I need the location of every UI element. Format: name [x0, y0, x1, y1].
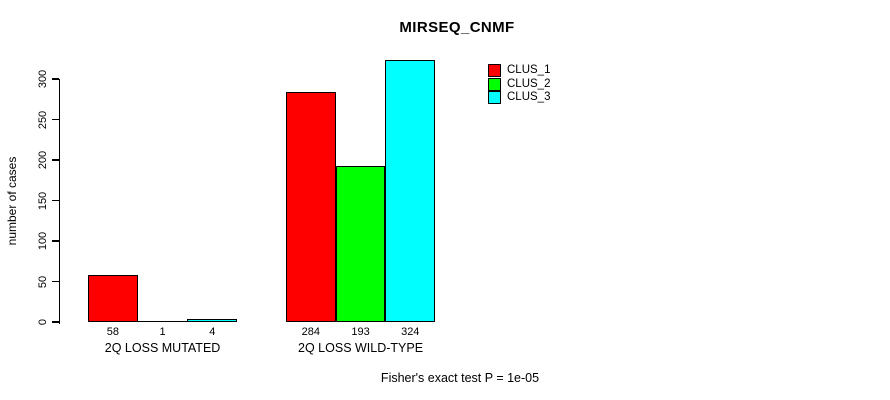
- x-category-label: 2Q LOSS WILD-TYPE: [298, 341, 424, 355]
- bar-value-label: 324: [401, 326, 420, 338]
- bar-clus_1: [88, 275, 138, 322]
- y-tick-label: 300: [37, 69, 49, 89]
- y-tick-label: 200: [37, 150, 49, 170]
- legend-label: CLUS_1: [507, 64, 551, 77]
- y-tick: [51, 321, 59, 323]
- bar-clus_2: [335, 165, 386, 322]
- legend-item: CLUS_2: [488, 77, 551, 91]
- bar-value-label: 58: [106, 326, 119, 338]
- y-tick: [51, 280, 59, 283]
- y-tick: [51, 159, 59, 161]
- legend-label: CLUS_2: [507, 77, 551, 90]
- y-tick-label: 0: [37, 318, 49, 326]
- x-category-label: 2Q LOSS MUTATED: [104, 341, 221, 355]
- legend-item: CLUS_3: [488, 90, 551, 104]
- y-tick: [51, 78, 59, 80]
- y-tick-label: 100: [37, 231, 49, 251]
- bar-clus_2: [137, 320, 188, 322]
- y-tick: [51, 240, 59, 242]
- y-tick-label: 50: [37, 275, 49, 288]
- y-tick: [51, 199, 59, 202]
- y-tick-label: 150: [37, 191, 49, 210]
- bar-clus_1: [286, 91, 336, 322]
- stat-annotation: Fisher's exact test P = 1e-05: [380, 371, 540, 385]
- bar-clus_3: [385, 59, 436, 322]
- legend-swatch-clus_3: [488, 90, 501, 104]
- bar-value-label: 4: [209, 326, 216, 338]
- legend-swatch-clus_1: [488, 64, 501, 78]
- bar-clus_3: [187, 318, 238, 322]
- bar-value-label: 1: [159, 326, 166, 338]
- chart-title: MIRSEQ_CNMF: [399, 19, 515, 36]
- y-tick: [51, 118, 59, 121]
- y-tick-label: 250: [37, 110, 49, 129]
- legend-item: CLUS_1: [488, 64, 551, 78]
- legend-label: CLUS_3: [507, 90, 551, 103]
- bar-value-label: 284: [301, 326, 321, 338]
- legend: CLUS_1 CLUS_2 CLUS_3: [488, 64, 550, 104]
- legend-swatch-clus_2: [488, 77, 501, 91]
- bar-value-label: 193: [351, 326, 370, 338]
- y-axis-line: [58, 79, 60, 324]
- y-axis-title: number of cases: [5, 156, 19, 246]
